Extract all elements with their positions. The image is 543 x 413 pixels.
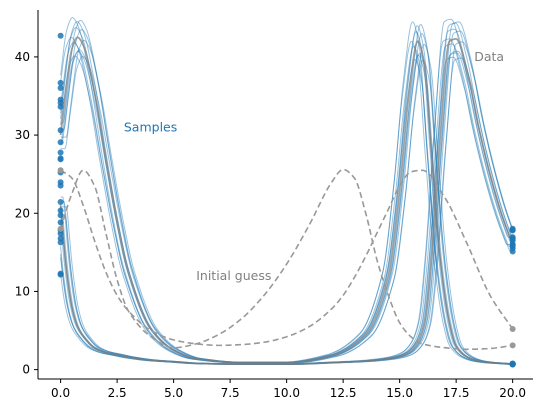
- x-tick-label: 5.0: [164, 386, 183, 400]
- sample-start-point: [57, 139, 64, 146]
- initial-guess-end-point: [509, 342, 516, 349]
- sample-start-point: [57, 103, 64, 110]
- x-tick-label: 15.0: [386, 386, 413, 400]
- ticks-layer: 0.0 2.5 5.0 7.5 10.0 12.5 15.0 17.5 20.0 0 10 20 30 4…: [15, 50, 526, 400]
- sample-start-point: [57, 32, 64, 39]
- axes-layer: [37, 10, 533, 380]
- sample-end-point: [509, 241, 516, 248]
- annotations-layer: Samples Data Initial guess: [124, 49, 504, 283]
- sample-start-point: [57, 219, 64, 226]
- sample-end-point: [509, 235, 516, 242]
- endpoint-markers-layer: [57, 32, 516, 368]
- x-tick-label: 7.5: [221, 386, 240, 400]
- y-tick-label: 40: [15, 50, 30, 64]
- sample-start-point: [57, 156, 64, 163]
- annotation-data: Data: [474, 49, 504, 64]
- initial-guess-end-point: [509, 325, 516, 332]
- x-tick-label: 2.5: [108, 386, 127, 400]
- annotation-initial-guess: Initial guess: [196, 268, 271, 283]
- sample-start-point: [57, 127, 64, 134]
- y-tick-label: 20: [15, 206, 30, 220]
- sample-end-point: [509, 225, 516, 232]
- x-tick-label: 17.5: [443, 386, 470, 400]
- sample-start-point: [57, 199, 64, 206]
- initial-guess-start-point: [57, 225, 64, 232]
- initial-guess-start-point: [57, 167, 64, 174]
- data-predator-line: [59, 38, 514, 366]
- data-layer: [59, 36, 514, 366]
- sample-start-point: [57, 179, 64, 186]
- sample-start-point: [57, 212, 64, 219]
- x-tick-label: 12.5: [330, 386, 357, 400]
- sample-start-point: [57, 79, 64, 86]
- sample-start-point: [57, 149, 64, 156]
- sample-start-point: [57, 84, 64, 91]
- y-tick-label: 30: [15, 128, 30, 142]
- x-tick-label: 0.0: [51, 386, 70, 400]
- initial-guess-prey-line: [60, 169, 514, 347]
- x-tick-label: 20.0: [499, 386, 526, 400]
- x-tick-label: 10.0: [273, 386, 300, 400]
- y-tick-label: 0: [22, 363, 30, 377]
- initial-guess-layer: [59, 168, 514, 351]
- sample-start-point: [57, 207, 64, 214]
- data-prey-line: [59, 36, 513, 366]
- sample-start-point: [57, 235, 64, 242]
- sample-end-point: [509, 360, 516, 367]
- initial-guess-predator-line: [59, 168, 513, 351]
- y-tick-label: 10: [15, 284, 30, 298]
- sample-start-point: [57, 271, 64, 278]
- annotation-samples: Samples: [124, 119, 177, 134]
